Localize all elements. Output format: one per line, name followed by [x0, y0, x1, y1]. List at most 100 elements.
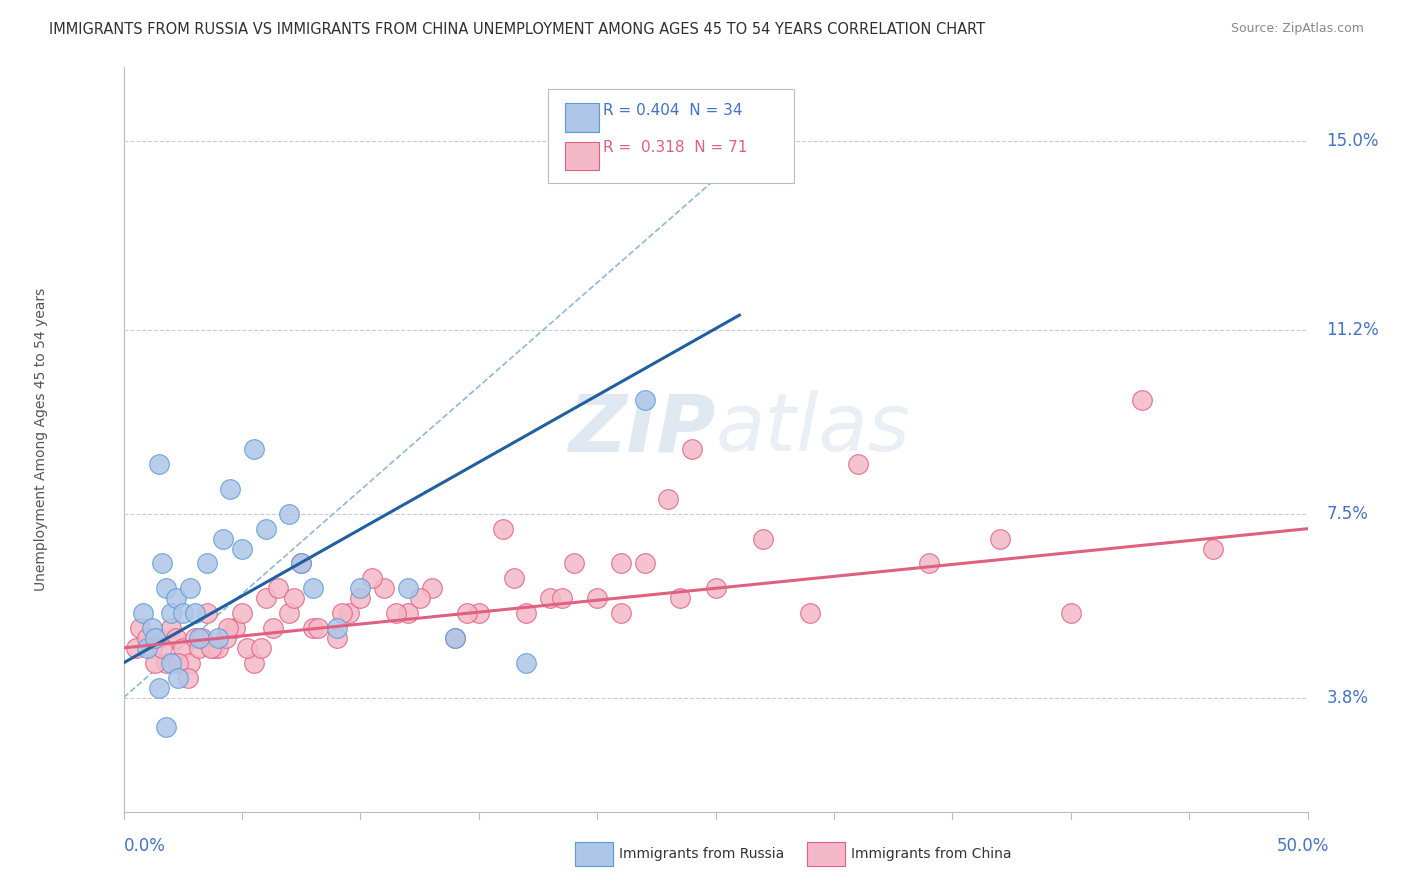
Point	[337, 606, 360, 620]
Point	[136, 631, 159, 645]
Point	[302, 621, 325, 635]
Point	[846, 457, 869, 471]
Point	[184, 631, 207, 645]
Point	[349, 591, 371, 606]
Point	[129, 621, 152, 635]
Point	[444, 631, 467, 645]
Point	[1130, 392, 1153, 407]
Point	[243, 442, 266, 457]
Point	[669, 591, 692, 606]
Point	[456, 606, 478, 620]
Text: Unemployment Among Ages 45 to 54 years: Unemployment Among Ages 45 to 54 years	[34, 288, 48, 591]
Text: 0.0%: 0.0%	[124, 837, 166, 855]
Point	[396, 582, 419, 596]
Point	[290, 557, 312, 571]
Point	[262, 621, 284, 635]
Text: 50.0%: 50.0%	[1277, 837, 1329, 855]
Point	[184, 606, 207, 620]
Point	[200, 640, 222, 655]
Point	[551, 591, 574, 606]
Point	[633, 557, 655, 571]
Point	[243, 656, 266, 670]
Point	[165, 591, 187, 606]
Point	[179, 656, 201, 670]
Point	[468, 606, 491, 620]
Text: Source: ZipAtlas.com: Source: ZipAtlas.com	[1230, 22, 1364, 36]
Point	[396, 606, 419, 620]
Point	[799, 606, 821, 620]
Point	[657, 491, 679, 506]
Point	[160, 621, 183, 635]
Point	[141, 640, 163, 655]
Point	[172, 640, 194, 655]
Point	[160, 606, 183, 620]
Point	[538, 591, 561, 606]
Point	[373, 582, 395, 596]
Point	[136, 640, 159, 655]
Point	[224, 621, 246, 635]
Point	[491, 522, 513, 536]
Point	[752, 532, 775, 546]
Point	[124, 640, 146, 655]
Point	[283, 591, 305, 606]
Point	[231, 606, 253, 620]
Point	[141, 621, 163, 635]
Point	[148, 457, 170, 471]
Point	[131, 606, 153, 620]
Point	[195, 557, 218, 571]
Point	[148, 681, 170, 695]
Text: 7.5%: 7.5%	[1326, 505, 1368, 523]
Point	[326, 631, 349, 645]
Point	[231, 541, 253, 556]
Point	[179, 582, 201, 596]
Point	[214, 631, 236, 645]
Point	[191, 631, 214, 645]
Point	[188, 640, 211, 655]
Point	[254, 522, 277, 536]
Point	[165, 631, 187, 645]
Point	[409, 591, 432, 606]
Point	[704, 582, 727, 596]
Text: 3.8%: 3.8%	[1326, 689, 1368, 706]
Point	[562, 557, 585, 571]
Text: IMMIGRANTS FROM RUSSIA VS IMMIGRANTS FROM CHINA UNEMPLOYMENT AMONG AGES 45 TO 54: IMMIGRANTS FROM RUSSIA VS IMMIGRANTS FRO…	[49, 22, 986, 37]
Text: Immigrants from Russia: Immigrants from Russia	[619, 847, 785, 861]
Text: 15.0%: 15.0%	[1326, 132, 1379, 151]
Text: ZIP: ZIP	[568, 391, 716, 468]
Point	[385, 606, 408, 620]
Point	[503, 571, 526, 585]
Point	[207, 631, 229, 645]
Point	[155, 720, 177, 734]
Point	[302, 582, 325, 596]
Point	[202, 640, 225, 655]
Point	[633, 392, 655, 407]
Point	[420, 582, 443, 596]
Point	[1202, 541, 1225, 556]
Point	[254, 591, 277, 606]
Point	[143, 631, 166, 645]
Point	[1060, 606, 1083, 620]
Point	[167, 671, 190, 685]
Point	[610, 557, 633, 571]
Text: atlas: atlas	[716, 391, 911, 468]
Point	[515, 606, 537, 620]
Point	[150, 557, 173, 571]
Point	[148, 631, 170, 645]
Point	[574, 145, 596, 159]
Point	[155, 582, 177, 596]
Point	[250, 640, 273, 655]
Point	[610, 606, 633, 620]
Text: 11.2%: 11.2%	[1326, 321, 1379, 339]
Point	[217, 621, 239, 635]
Text: R =  0.318  N = 71: R = 0.318 N = 71	[603, 140, 748, 155]
Point	[207, 640, 229, 655]
Point	[988, 532, 1011, 546]
Point	[143, 656, 166, 670]
Text: R = 0.404  N = 34: R = 0.404 N = 34	[603, 103, 742, 118]
Point	[167, 656, 190, 670]
Point	[219, 482, 242, 496]
Point	[266, 582, 288, 596]
Point	[326, 621, 349, 635]
Point	[188, 631, 211, 645]
Point	[278, 507, 301, 521]
